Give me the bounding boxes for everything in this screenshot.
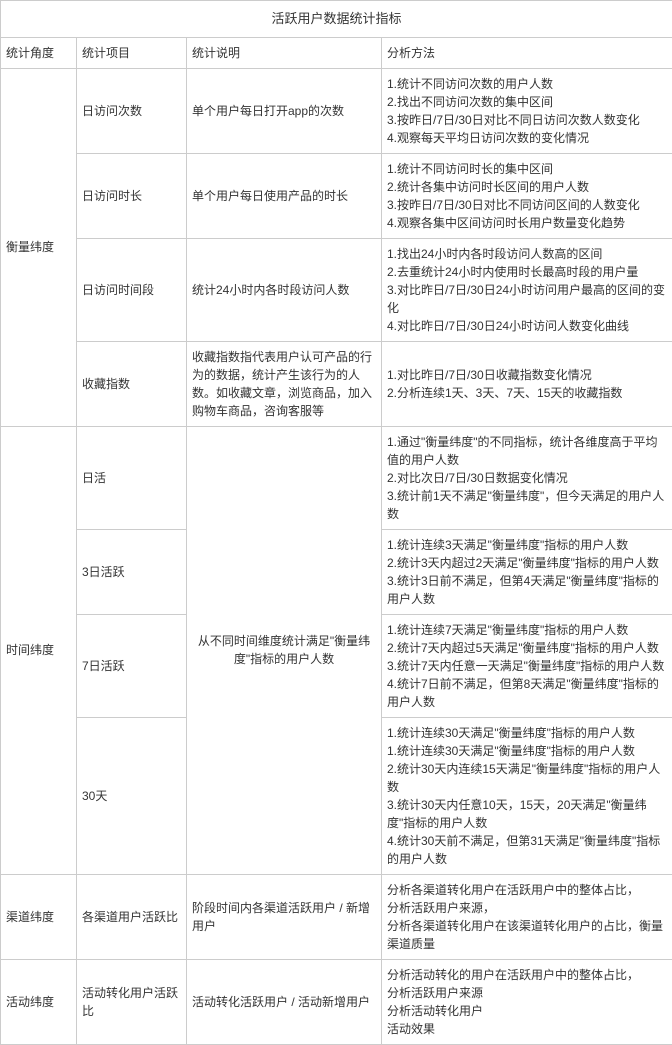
- header-col3: 统计说明: [187, 37, 382, 68]
- table-row: 时间纬度 日活 从不同时间维度统计满足"衡量纬度"指标的用户人数 1.通过"衡量…: [1, 426, 672, 529]
- analysis-cell: 1.对比昨日/7日/30日收藏指数变化情况 2.分析连续1天、3天、7天、15天…: [382, 341, 672, 426]
- header-col1: 统计角度: [1, 37, 77, 68]
- analysis-cell: 1.统计不同访问时长的集中区间 2.统计各集中访问时长区间的用户人数 3.按昨日…: [382, 153, 672, 238]
- title-row: 活跃用户数据统计指标: [1, 1, 672, 38]
- dimension-cell: 活动纬度: [1, 959, 77, 1044]
- item-cell: 3日活跃: [77, 529, 187, 614]
- item-cell: 日访问时间段: [77, 238, 187, 341]
- item-cell: 日访问时长: [77, 153, 187, 238]
- item-cell: 30天: [77, 717, 187, 874]
- dimension-cell: 渠道纬度: [1, 874, 77, 959]
- analysis-cell: 1.统计连续3天满足"衡量纬度"指标的用户人数 2.统计3天内超过2天满足"衡量…: [382, 529, 672, 614]
- analysis-cell: 1.找出24小时内各时段访问人数高的区间 2.去重统计24小时内使用时长最高时段…: [382, 238, 672, 341]
- table-container: 活跃用户数据统计指标 统计角度 统计项目 统计说明 分析方法 衡量纬度 日访问次…: [0, 0, 672, 1045]
- desc-cell: 从不同时间维度统计满足"衡量纬度"指标的用户人数: [187, 426, 382, 874]
- header-col2: 统计项目: [77, 37, 187, 68]
- table-header-row: 统计角度 统计项目 统计说明 分析方法: [1, 37, 672, 68]
- analysis-cell: 1.统计不同访问次数的用户人数 2.找出不同访问次数的集中区间 3.按昨日/7日…: [382, 68, 672, 153]
- header-col4: 分析方法: [382, 37, 672, 68]
- table-row: 收藏指数 收藏指数指代表用户认可产品的行为的数据，统计产生该行为的人数。如收藏文…: [1, 341, 672, 426]
- table-row: 日访问时长 单个用户每日使用产品的时长 1.统计不同访问时长的集中区间 2.统计…: [1, 153, 672, 238]
- stats-table: 活跃用户数据统计指标 统计角度 统计项目 统计说明 分析方法 衡量纬度 日访问次…: [0, 0, 672, 1045]
- item-cell: 收藏指数: [77, 341, 187, 426]
- desc-cell: 收藏指数指代表用户认可产品的行为的数据，统计产生该行为的人数。如收藏文章，浏览商…: [187, 341, 382, 426]
- desc-cell: 阶段时间内各渠道活跃用户 / 新增用户: [187, 874, 382, 959]
- item-cell: 日访问次数: [77, 68, 187, 153]
- dimension-cell: 时间纬度: [1, 426, 77, 874]
- table-row: 日访问时间段 统计24小时内各时段访问人数 1.找出24小时内各时段访问人数高的…: [1, 238, 672, 341]
- page-title: 活跃用户数据统计指标: [1, 1, 672, 38]
- analysis-cell: 1.统计连续7天满足"衡量纬度"指标的用户人数 2.统计7天内超过5天满足"衡量…: [382, 614, 672, 717]
- dimension-cell: 衡量纬度: [1, 68, 77, 426]
- analysis-cell: 1.统计连续30天满足"衡量纬度"指标的用户人数 1.统计连续30天满足"衡量纬…: [382, 717, 672, 874]
- table-row: 活动纬度 活动转化用户活跃比 活动转化活跃用户 / 活动新增用户 分析活动转化的…: [1, 959, 672, 1044]
- desc-cell: 单个用户每日使用产品的时长: [187, 153, 382, 238]
- analysis-cell: 1.通过"衡量纬度"的不同指标，统计各维度高于平均值的用户人数 2.对比次日/7…: [382, 426, 672, 529]
- table-row: 衡量纬度 日访问次数 单个用户每日打开app的次数 1.统计不同访问次数的用户人…: [1, 68, 672, 153]
- analysis-cell: 分析活动转化的用户在活跃用户中的整体占比， 分析活跃用户来源 分析活动转化用户 …: [382, 959, 672, 1044]
- item-cell: 7日活跃: [77, 614, 187, 717]
- analysis-cell: 分析各渠道转化用户在活跃用户中的整体占比， 分析活跃用户来源， 分析各渠道转化用…: [382, 874, 672, 959]
- item-cell: 各渠道用户活跃比: [77, 874, 187, 959]
- desc-cell: 活动转化活跃用户 / 活动新增用户: [187, 959, 382, 1044]
- desc-cell: 统计24小时内各时段访问人数: [187, 238, 382, 341]
- desc-cell: 单个用户每日打开app的次数: [187, 68, 382, 153]
- item-cell: 日活: [77, 426, 187, 529]
- item-cell: 活动转化用户活跃比: [77, 959, 187, 1044]
- table-row: 渠道纬度 各渠道用户活跃比 阶段时间内各渠道活跃用户 / 新增用户 分析各渠道转…: [1, 874, 672, 959]
